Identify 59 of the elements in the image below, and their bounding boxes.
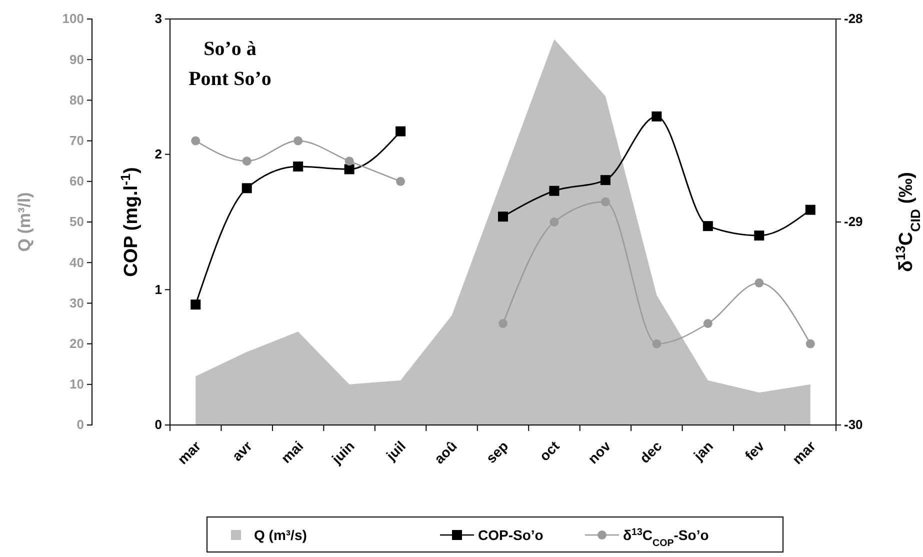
y-tick-label: 0 [76,417,84,432]
point [396,126,406,136]
y-tick-label: 90 [70,52,84,67]
point [293,162,304,172]
x-tick-label: mai [278,438,306,466]
legend-label: COP-So’o [478,527,544,543]
point [806,339,815,348]
y-tick-label: 40 [70,254,84,270]
y2-tick-label: 1 [154,282,162,297]
point [344,156,354,166]
point [190,300,201,310]
x-tick-label: sep [482,438,512,466]
point [498,212,508,222]
legend-label: Q (m³/s) [254,527,307,543]
y-tick-label: 30 [70,295,84,310]
y-tick-label: 50 [70,214,84,230]
y2-tick-label: 3 [154,11,162,26]
point [191,136,200,146]
x-tick-label: jan [690,438,716,464]
y-axis-title: Q (m³/l) [15,192,34,252]
y3-tick-label: -29 [844,214,863,230]
y3-tick-label: -28 [844,11,863,26]
point [294,136,303,146]
point [702,221,713,232]
x-tick-label: mar [789,437,819,468]
x-tick-label: mar [174,437,204,468]
point [600,197,610,206]
point [754,230,764,241]
point [703,319,712,328]
point [652,339,662,348]
y-tick-label: 80 [70,92,84,108]
x-tick-label: dec [636,438,665,466]
y3-tick-label: -30 [844,417,863,432]
x-tick-label: oct [536,438,563,464]
point [242,183,252,194]
y-tick-label: 10 [70,376,84,392]
text: So’o à Pont So’o [188,38,272,90]
x-tick-label: avr [228,437,256,464]
point [498,319,508,328]
x-tick-label: nov [584,438,614,467]
y2-tick-label: 2 [154,146,162,162]
point [550,218,559,226]
point [805,204,816,215]
legend-label: δ$^{13}$C$_{COP}$-So’o [623,526,709,548]
point [652,111,662,122]
point [600,175,610,186]
point [549,186,560,196]
y-tick-label: 100 [62,11,84,26]
point [396,176,406,186]
x-tick-label: aoû [430,438,460,467]
y-tick-label: 60 [70,174,84,189]
point [242,156,252,166]
y-tick-label: 20 [70,336,84,351]
point [344,164,354,174]
x-tick-label: juil [382,438,409,464]
y2-tick-label: 0 [154,417,162,432]
x-tick-label: fev [742,438,768,464]
point [754,278,764,288]
y-tick-label: 70 [70,132,84,148]
